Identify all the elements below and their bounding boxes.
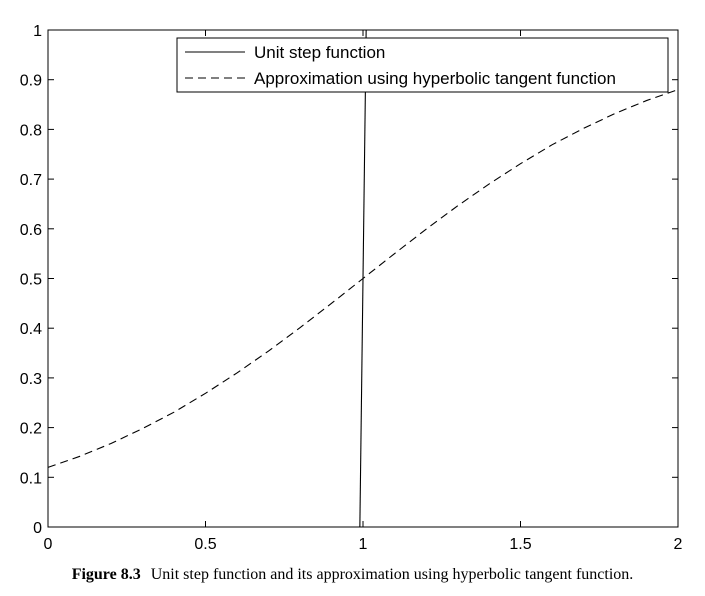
chart: 00.10.20.30.40.50.60.70.80.91 0 0.5 1 1.5 2 …: [20, 23, 683, 553]
x-tick-label: 2: [674, 536, 683, 553]
y-tick-label: 0.1: [20, 470, 42, 487]
figure-number: Figure 8.3: [71, 566, 141, 583]
x-axis: 0 0.5 1 1.5 2: [44, 30, 683, 553]
x-tick-label: 0: [44, 536, 53, 553]
y-tick-label: 0: [33, 520, 42, 537]
y-tick-label: 0.6: [20, 222, 42, 239]
y-axis: 0 0.1 0.2 0.3 0.4 0.5 0.6 0.7 0.8 0.9 1: [20, 23, 678, 537]
y-tick-label: 1: [33, 23, 42, 40]
legend-box: [176, 37, 669, 93]
y-tick-label: 0.8: [20, 122, 42, 139]
legend-entry-label: Unit step function: [254, 43, 385, 62]
legend-entry-label: Approximation using hyperbolic tangent f…: [254, 69, 616, 88]
y-tick-label: 0.5: [20, 272, 42, 289]
figure-caption-text: Unit step function and its approximation…: [150, 566, 634, 583]
y-tick-label: 0.3: [20, 371, 42, 388]
x-tick-label: 1: [359, 536, 368, 553]
tanh-approximation-line: [47, 89, 679, 468]
y-tick-label: 0.2: [20, 421, 42, 438]
legend: Unit step function Approximation using hy…: [176, 37, 669, 93]
plot-area: [47, 29, 679, 528]
axes-frame: [47, 29, 679, 528]
figure-caption: Figure 8.3 Unit step function and its app…: [0, 566, 705, 584]
x-tick-label: 1.5: [509, 536, 531, 553]
x-tick-label: 0.5: [194, 536, 216, 553]
y-tick-label: 0.9: [20, 73, 42, 90]
y-tick-label: 0.4: [20, 321, 42, 338]
y-tick-label: 0.7: [20, 172, 42, 189]
